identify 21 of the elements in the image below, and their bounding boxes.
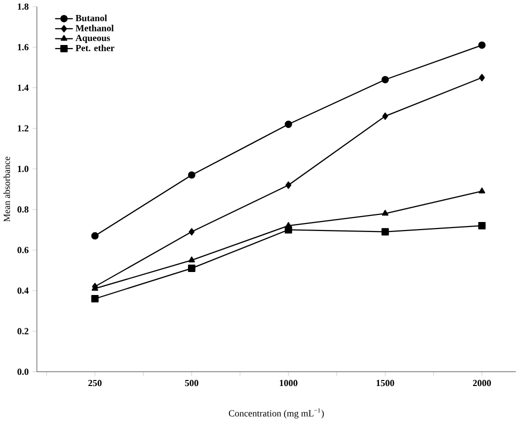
y-tick-label: 1.4 — [18, 84, 29, 91]
legend-label: Methanol — [76, 24, 114, 32]
y-tick-label: 0.0 — [17, 368, 28, 375]
legend-label: Aqueous — [76, 34, 110, 44]
y-tick-label: 0.2 — [17, 328, 28, 334]
y-tick-label: 1.2 — [18, 125, 28, 132]
y-tick-label: 0.4 — [17, 288, 29, 294]
x-tick-label: 500 — [185, 380, 198, 386]
y-tick-label: 1.6 — [18, 44, 29, 50]
legend-label: Pet. ether — [76, 44, 114, 52]
x-axis-title: Concentration (mg mL$^{−1}$) — [228, 408, 324, 418]
y-tick-label: 1.8 — [18, 4, 28, 10]
y-tick-label: 0.8 — [17, 206, 28, 213]
y-tick-label: 1.0 — [18, 166, 28, 172]
legend-label: Butanol — [76, 14, 107, 22]
x-tick-label: 2000 — [472, 380, 491, 386]
x-tick-label: 1000 — [280, 380, 298, 386]
y-axis-title: Mean absorbance — [3, 156, 10, 222]
y-tick-label: 0.6 — [17, 246, 29, 254]
x-tick-label: 250 — [88, 380, 102, 386]
x-tick-label: 1500 — [376, 380, 394, 386]
